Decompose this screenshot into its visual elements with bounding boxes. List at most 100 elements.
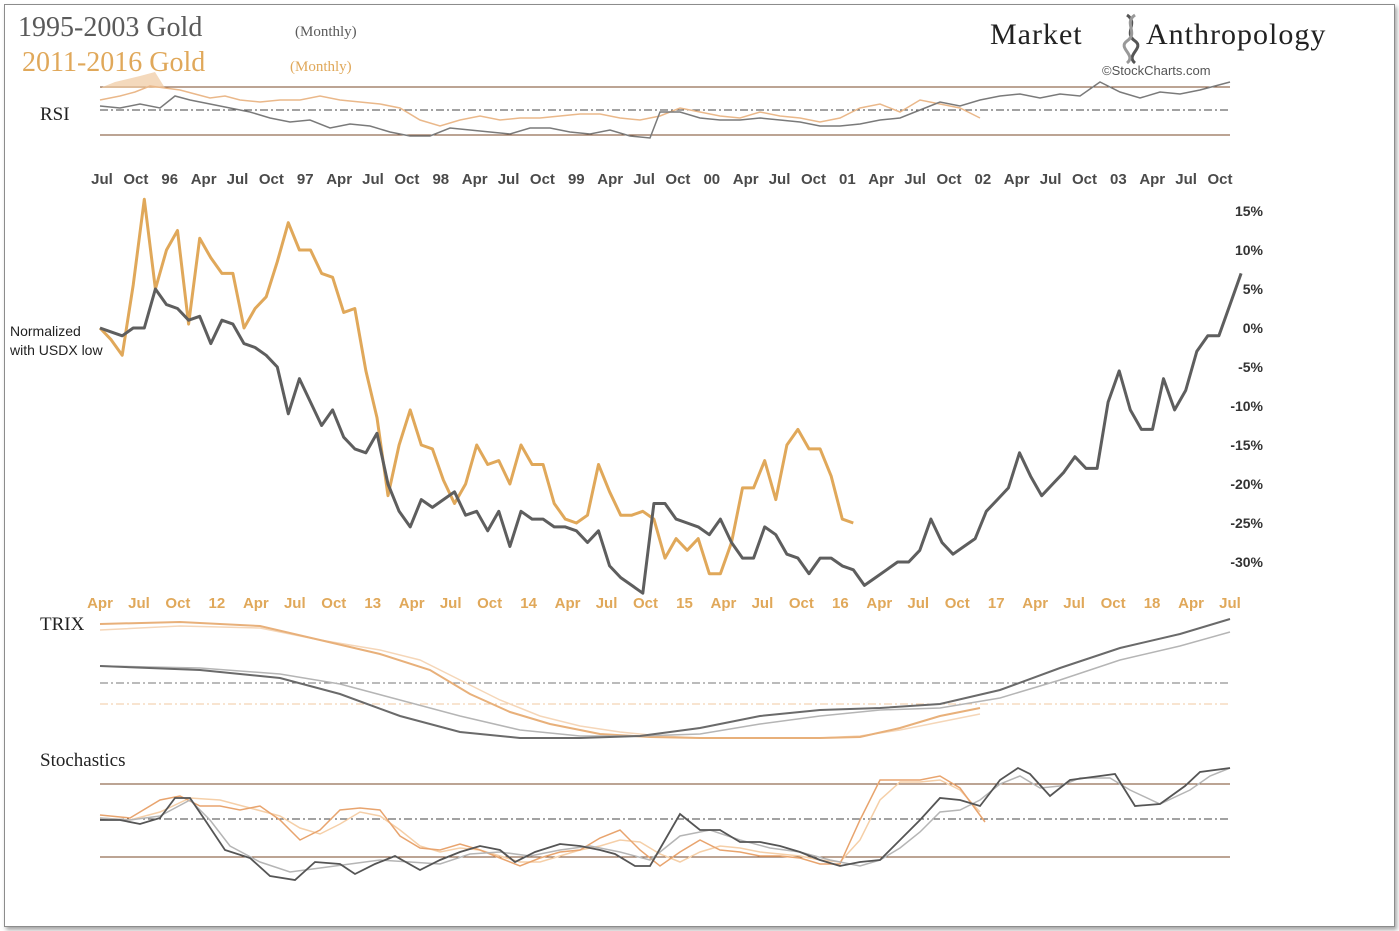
trix-series1-signal xyxy=(99,631,1231,737)
top-axis-tick-label: Oct xyxy=(530,171,555,188)
chart-frame xyxy=(4,4,1395,927)
rsi-panel: RSI xyxy=(40,72,1231,139)
bottom-axis-tick-label: Oct xyxy=(165,595,190,612)
top-axis-tick-label: Jul xyxy=(769,171,791,188)
bottom-axis-tick-label: Apr xyxy=(243,595,269,612)
top-axis-tick-label: Apr xyxy=(597,171,623,188)
stoch-series1-slow xyxy=(99,767,1231,873)
rsi-series1-line xyxy=(99,81,1231,139)
top-axis-tick-label: Jul xyxy=(904,171,926,188)
top-axis-tick-label: Oct xyxy=(801,171,826,188)
bottom-axis-tick-label: Jul xyxy=(284,595,306,612)
bottom-axis-tick-label: Apr xyxy=(866,595,892,612)
top-axis-tick-label: Oct xyxy=(936,171,961,188)
bottom-axis-tick-label: 15 xyxy=(676,595,693,612)
top-axis-tick-label: Apr xyxy=(1139,171,1165,188)
trix-label: TRIX xyxy=(40,614,85,635)
top-axis-tick-label: Apr xyxy=(191,171,217,188)
top-axis-tick-label: 00 xyxy=(703,171,720,188)
top-axis-tick-label: Apr xyxy=(462,171,488,188)
bottom-axis-tick-label: 18 xyxy=(1144,595,1161,612)
bottom-axis-tick-label: Apr xyxy=(1178,595,1204,612)
bottom-axis-tick-label: Apr xyxy=(711,595,737,612)
stoch-series2-fast xyxy=(99,775,986,867)
rsi-series2-line xyxy=(99,85,981,127)
series-1995-2003-line xyxy=(99,272,1243,595)
top-axis-tick-label: Oct xyxy=(665,171,690,188)
bottom-axis-tick-label: 12 xyxy=(209,595,226,612)
top-axis-tick-label: Jul xyxy=(498,171,520,188)
legend-series1-label: 1995-2003 Gold xyxy=(18,12,202,43)
bottom-axis-tick-label: Jul xyxy=(1063,595,1085,612)
bottom-axis-tick-label: 17 xyxy=(988,595,1005,612)
y-axis-tick-label: 5% xyxy=(1243,281,1264,297)
trix-series1-line xyxy=(99,618,1231,739)
bottom-axis-tick-label: Apr xyxy=(87,595,113,612)
annotation-line1: Normalized xyxy=(10,323,81,339)
top-axis-tick-label: Oct xyxy=(394,171,419,188)
top-axis-tick-label: Oct xyxy=(123,171,148,188)
top-axis-tick-label: Jul xyxy=(362,171,384,188)
y-axis: 15% 10% 5% 0% -5% -10% -15% -20% -25% -30% xyxy=(1230,203,1263,570)
bottom-axis-tick-label: Oct xyxy=(321,595,346,612)
annotation-line2: with USDX low xyxy=(9,342,103,358)
bottom-axis-tick-label: 14 xyxy=(520,595,537,612)
bottom-axis-tick-label: 16 xyxy=(832,595,849,612)
stoch-series1-fast xyxy=(100,766,1231,881)
top-axis-tick-label: Jul xyxy=(91,171,113,188)
top-axis-tick-label: 02 xyxy=(975,171,992,188)
top-axis-tick-label: Apr xyxy=(868,171,894,188)
dna-helix-icon xyxy=(1122,13,1140,65)
bottom-axis-tick-label: Oct xyxy=(477,595,502,612)
top-axis-tick-label: Oct xyxy=(1207,171,1232,188)
top-axis-tick-label: 97 xyxy=(297,171,314,188)
bottom-axis-tick-label: Oct xyxy=(945,595,970,612)
bottom-axis-tick-label: Apr xyxy=(1022,595,1048,612)
stochastics-label: Stochastics xyxy=(40,750,126,771)
y-axis-tick-label: -5% xyxy=(1238,359,1263,375)
y-axis-tick-label: 10% xyxy=(1235,242,1264,258)
top-axis-tick-label: 98 xyxy=(432,171,449,188)
trix-panel: TRIX xyxy=(40,614,1231,739)
top-axis: Jul Oct 96 Apr Jul Oct 97 Apr Jul Oct 98 Apr Jul Oct 9… xyxy=(91,171,1232,188)
bottom-axis-tick-label: Apr xyxy=(399,595,425,612)
trix-series2-line xyxy=(99,620,981,739)
bottom-axis-tick-label: Jul xyxy=(1219,595,1241,612)
top-axis-tick-label: Apr xyxy=(326,171,352,188)
y-axis-tick-label: -15% xyxy=(1230,437,1263,453)
top-axis-tick-label: 99 xyxy=(568,171,585,188)
legend-series2-sub: (Monthly) xyxy=(290,59,352,75)
top-axis-tick-label: 96 xyxy=(161,171,178,188)
bottom-axis-tick-label: Jul xyxy=(596,595,618,612)
rsi-overbought-fill xyxy=(100,72,165,88)
top-axis-tick-label: 03 xyxy=(1110,171,1127,188)
bottom-axis-tick-label: Jul xyxy=(128,595,150,612)
legend-series2-label: 2011-2016 Gold xyxy=(22,47,205,78)
bottom-axis-tick-label: 13 xyxy=(364,595,381,612)
y-axis-tick-label: -30% xyxy=(1230,554,1263,570)
top-axis-tick-label: Oct xyxy=(259,171,284,188)
top-axis-tick-label: Apr xyxy=(733,171,759,188)
top-axis-tick-label: Oct xyxy=(1072,171,1097,188)
top-axis-tick-label: Jul xyxy=(633,171,655,188)
stochastics-panel: Stochastics xyxy=(40,750,1231,881)
y-axis-tick-label: -10% xyxy=(1230,398,1263,414)
top-axis-tick-label: Apr xyxy=(1004,171,1030,188)
series-2011-2016-line xyxy=(98,197,854,576)
bottom-axis-tick-label: Oct xyxy=(633,595,658,612)
y-axis-tick-label: 15% xyxy=(1235,203,1264,219)
main-panel: 15% 10% 5% 0% -5% -10% -15% -20% -25% -30% Normal… xyxy=(9,197,1264,595)
y-axis-tick-label: -20% xyxy=(1230,476,1263,492)
bottom-axis-tick-label: Jul xyxy=(440,595,462,612)
top-axis-tick-label: 01 xyxy=(839,171,856,188)
y-axis-tick-label: -25% xyxy=(1230,515,1263,531)
legend-series1-sub: (Monthly) xyxy=(295,24,357,40)
bottom-axis: Apr Jul Oct 12 Apr Jul Oct 13 Apr Jul Oct 14 Apr Jul O… xyxy=(87,595,1241,612)
brand-title-right: Anthropology xyxy=(1146,18,1326,51)
bottom-axis-tick-label: Oct xyxy=(789,595,814,612)
rsi-label: RSI xyxy=(40,104,70,125)
bottom-axis-tick-label: Jul xyxy=(752,595,774,612)
bottom-axis-tick-label: Oct xyxy=(1101,595,1126,612)
top-axis-tick-label: Jul xyxy=(227,171,249,188)
